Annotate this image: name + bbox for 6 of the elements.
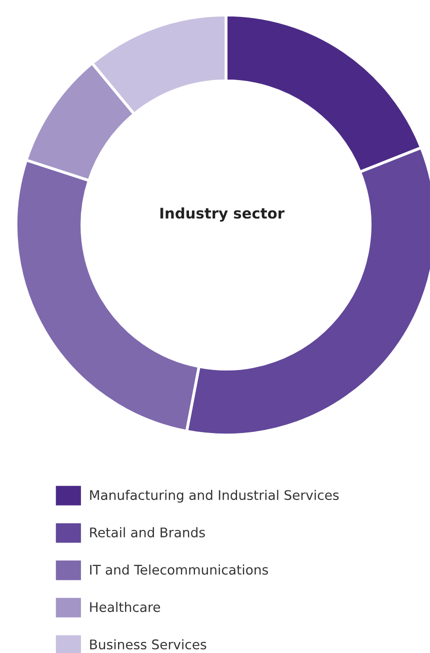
legend-label: Retail and Brands bbox=[90, 527, 205, 538]
text: Industry sector bbox=[160, 207, 284, 222]
legend-label: Healthcare bbox=[90, 602, 160, 612]
legend-label: IT and Telecommunications bbox=[90, 564, 268, 575]
legend-label: Business Services bbox=[90, 639, 206, 650]
legend-label: Manufacturing and Industrial Services bbox=[90, 490, 339, 503]
